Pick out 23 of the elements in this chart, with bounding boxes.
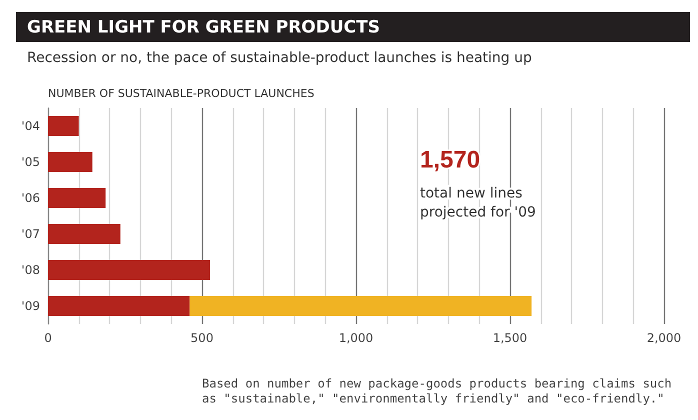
x-tick-label: 500 — [190, 331, 214, 345]
y-tick-label: '07 — [21, 227, 40, 241]
y-tick-label: '05 — [21, 155, 40, 169]
chart-title: GREEN LIGHT FOR GREEN PRODUCTS — [27, 18, 380, 38]
bar — [48, 224, 120, 244]
x-tick-label: 1,500 — [492, 331, 528, 345]
bar — [48, 260, 210, 280]
bar — [190, 296, 532, 316]
x-tick-label: 2,000 — [646, 331, 682, 345]
x-axis-title: NUMBER OF SUSTAINABLE-PRODUCT LAUNCHES — [48, 87, 314, 100]
bar — [48, 188, 106, 208]
y-tick-label: '09 — [21, 299, 40, 313]
y-tick-label: '06 — [21, 191, 40, 205]
x-tick-label: 0 — [44, 331, 52, 345]
y-tick-label: '04 — [21, 119, 40, 133]
annotation: 1,570 — [420, 146, 480, 174]
x-tick-label: 1,000 — [338, 331, 374, 345]
bar — [48, 116, 79, 136]
text: Based on number of new package-goods products bearing claims such as "sustainable," "environmentally friendly" and "eco-friendly." — [202, 376, 679, 406]
bar — [48, 296, 190, 316]
bar — [48, 152, 92, 172]
chart-subtitle: Recession or no, the pace of sustainable-product launches is heating up — [27, 50, 532, 66]
y-tick-label: '08 — [21, 263, 40, 277]
